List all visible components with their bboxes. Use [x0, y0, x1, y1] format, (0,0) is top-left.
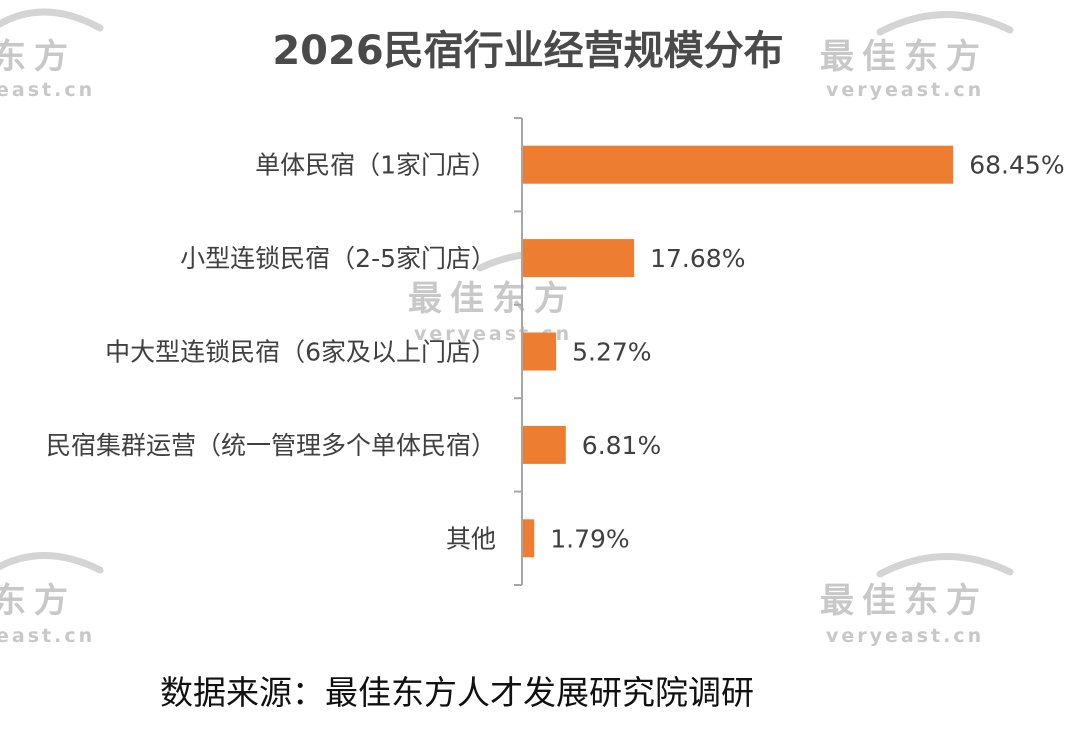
bars: 单体民宿（1家门店） 68.45% 小型连锁民宿（2-5家门店） 17.68% 中大型连… — [46, 145, 1065, 558]
watermark-swoosh-icon — [876, 553, 1014, 578]
chart-title: 2026民宿行业经营规模分布 — [272, 28, 783, 74]
watermark-swoosh-icon — [0, 8, 104, 32]
watermark-url: veryeast.cn — [826, 625, 984, 647]
value-label-2: 5.27% — [572, 338, 651, 367]
watermark-brand: 最佳东方 — [820, 37, 988, 77]
watermark-url: east.cn — [0, 625, 95, 647]
watermark-brand: 东方 — [0, 37, 76, 77]
value-label-4: 1.79% — [550, 524, 629, 553]
value-label-3: 6.81% — [582, 431, 661, 460]
watermark-url: veryeast.cn — [826, 79, 984, 101]
watermark-top-left: 东方 east.cn — [0, 8, 104, 101]
category-label-2: 中大型连锁民宿（6家及以上门店） — [105, 338, 496, 367]
watermark-bottom-right: 最佳东方 veryeast.cn — [820, 553, 1014, 647]
category-label-4: 其他 — [446, 524, 496, 553]
watermark-brand: 最佳东方 — [820, 581, 988, 621]
category-label-0: 单体民宿（1家门店） — [255, 151, 496, 180]
watermark-swoosh-icon — [876, 11, 1014, 36]
bar-1 — [523, 239, 635, 278]
watermark-brand: 最佳东方 — [408, 279, 576, 319]
bar-2 — [523, 332, 557, 371]
y-axis — [514, 117, 523, 586]
bar-3 — [523, 425, 566, 464]
data-source-note: 数据来源：最佳东方人才发展研究院调研 — [160, 673, 754, 712]
bar-0 — [523, 145, 954, 184]
value-label-1: 17.68% — [650, 244, 745, 273]
category-label-1: 小型连锁民宿（2-5家门店） — [180, 244, 496, 273]
watermark-swoosh-icon — [0, 552, 104, 574]
category-label-3: 民宿集群运营（统一管理多个单体民宿） — [46, 431, 496, 460]
watermark-top-right: 最佳东方 veryeast.cn — [820, 11, 1014, 101]
watermark-bottom-left: 东方 east.cn — [0, 552, 104, 647]
value-label-0: 68.45% — [969, 151, 1064, 180]
watermarks: 东方 east.cn 最佳东方 veryeast.cn 最佳东方 veryeas… — [0, 8, 1014, 647]
bar-4 — [523, 519, 535, 558]
watermark-brand: 东方 — [0, 581, 76, 621]
watermark-url: east.cn — [0, 79, 95, 101]
